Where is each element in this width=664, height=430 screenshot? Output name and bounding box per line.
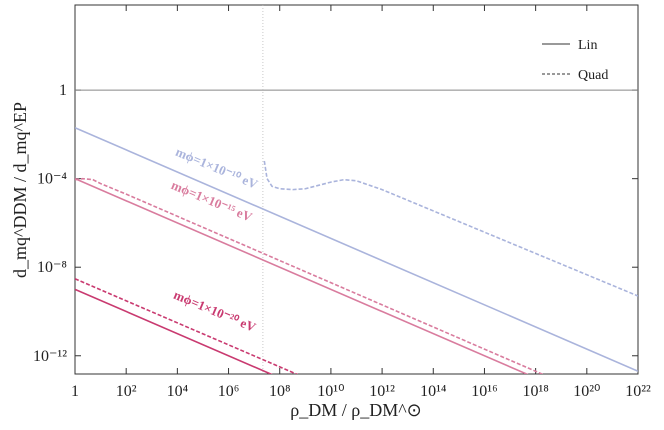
y-tick-label: 10⁻¹² <box>33 348 67 365</box>
x-tick-label: 10¹⁸ <box>522 383 548 400</box>
y-tick-label: 10⁻⁴ <box>37 171 67 188</box>
series-line <box>75 288 273 374</box>
legend-label: Quad <box>578 68 608 83</box>
x-tick-label: 10⁴ <box>167 383 189 400</box>
series-line <box>75 177 544 374</box>
y-tick-label: 10⁻⁸ <box>37 259 67 276</box>
x-tick-label: 10²² <box>625 383 651 400</box>
x-tick-label: 10²⁰ <box>573 383 600 400</box>
x-tick-label: 10² <box>116 383 137 400</box>
x-tick-label: 1 <box>71 383 79 400</box>
series-line <box>75 177 529 374</box>
series-line <box>263 160 638 297</box>
x-axis-label: ρ_DM / ρ_DM^⊙ <box>290 400 422 420</box>
x-tick-label: 10⁸ <box>269 383 291 400</box>
y-axis-label: d_mq^DDM / d_mq^EP <box>10 102 30 278</box>
x-tick-label: 10¹⁰ <box>317 383 344 400</box>
plot-frame <box>74 4 639 375</box>
x-tick-label: 10⁶ <box>218 383 240 400</box>
y-tick-label: 1 <box>59 82 67 99</box>
annotation: mϕ=1×10⁻²⁰ eV <box>171 287 258 335</box>
x-tick-label: 10¹⁴ <box>420 383 447 400</box>
legend-label: Lin <box>578 38 597 53</box>
series-line <box>75 126 638 372</box>
x-tick-label: 10¹² <box>369 383 395 400</box>
plot-area <box>75 5 638 374</box>
x-tick-label: 10¹⁶ <box>471 383 497 400</box>
